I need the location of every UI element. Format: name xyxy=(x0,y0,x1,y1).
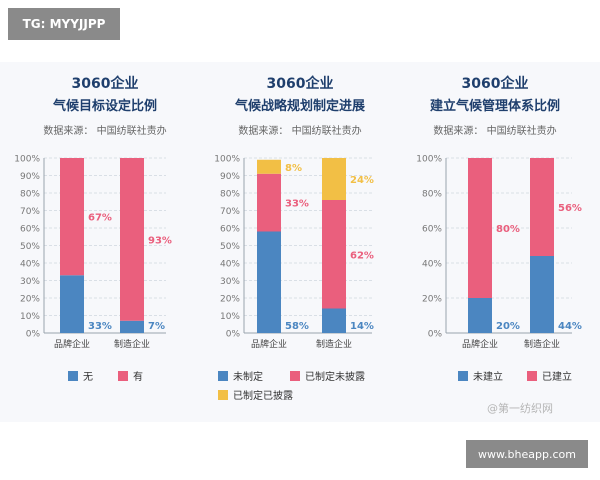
y-tick-label: 70% xyxy=(20,207,40,217)
y-tick-label: 0% xyxy=(428,330,443,340)
y-tick-label: 100% xyxy=(14,155,40,165)
data-label: 33% xyxy=(285,199,309,210)
data-label: 24% xyxy=(350,175,374,186)
legend-label: 有 xyxy=(133,370,143,383)
y-tick-label: 20% xyxy=(20,295,40,305)
data-label: 20% xyxy=(496,321,520,332)
y-tick-label: 60% xyxy=(20,225,40,235)
bar-segment xyxy=(530,256,554,333)
bar-segment xyxy=(322,200,346,309)
legend-swatch xyxy=(527,371,537,381)
y-tick-label: 80% xyxy=(20,190,40,200)
legend-swatch xyxy=(218,390,228,400)
chart-subtitle: 气候目标设定比例 xyxy=(53,98,157,114)
data-label: 67% xyxy=(88,213,112,224)
x-tick-label: 品牌企业 xyxy=(54,338,90,350)
y-tick-label: 40% xyxy=(220,260,240,270)
watermark: @第一纺织网 xyxy=(487,401,553,415)
legend-swatch xyxy=(68,371,78,381)
legend-label: 未制定 xyxy=(233,370,263,383)
bar-segment xyxy=(60,275,84,333)
y-tick-label: 40% xyxy=(422,260,442,270)
legend-label: 无 xyxy=(83,372,93,383)
bar-segment xyxy=(322,158,346,200)
bar-segment xyxy=(60,158,84,276)
data-label: 33% xyxy=(88,321,112,332)
data-label: 44% xyxy=(558,321,582,332)
bar-segment xyxy=(322,308,346,333)
chart-source: 数据来源： 中国纺联社责办 xyxy=(238,124,361,137)
bar-segment xyxy=(468,298,492,333)
legend-label: 已制定未披露 xyxy=(305,370,365,383)
y-tick-label: 20% xyxy=(422,295,442,305)
legend-swatch xyxy=(458,371,468,381)
y-tick-label: 10% xyxy=(220,312,240,322)
footer-url: www.bheapp.com xyxy=(466,440,588,468)
bar-segment xyxy=(120,158,144,321)
bar-segment xyxy=(530,158,554,256)
legend-label: 已建立 xyxy=(542,370,572,383)
x-tick-label: 制造企业 xyxy=(524,338,560,350)
data-label: 80% xyxy=(496,224,520,235)
chart-source: 数据来源： 中国纺联社责办 xyxy=(43,124,166,137)
y-tick-label: 30% xyxy=(20,277,40,287)
legend-label: 已制定已披露 xyxy=(233,389,293,402)
y-tick-label: 60% xyxy=(220,225,240,235)
x-tick-label: 品牌企业 xyxy=(462,338,498,350)
chart-background xyxy=(0,62,600,422)
chart-subtitle: 气候战略规划制定进展 xyxy=(235,98,366,114)
chart-title: 3060企业 xyxy=(267,75,334,92)
legend-label: 未建立 xyxy=(473,370,503,383)
y-tick-label: 60% xyxy=(422,225,442,235)
data-label: 14% xyxy=(350,321,374,332)
data-label: 7% xyxy=(148,321,165,332)
data-label: 58% xyxy=(285,321,309,332)
x-tick-label: 制造企业 xyxy=(316,338,352,350)
y-tick-label: 80% xyxy=(422,190,442,200)
y-tick-label: 100% xyxy=(214,155,240,165)
y-tick-label: 0% xyxy=(226,330,241,340)
chart-title: 3060企业 xyxy=(72,75,139,92)
y-tick-label: 90% xyxy=(20,172,40,182)
bar-segment xyxy=(468,158,492,298)
y-tick-label: 50% xyxy=(220,242,240,252)
data-label: 56% xyxy=(558,203,582,214)
y-tick-label: 30% xyxy=(220,277,240,287)
chart-title: 3060企业 xyxy=(462,75,529,92)
legend-swatch xyxy=(290,371,300,381)
x-tick-label: 品牌企业 xyxy=(251,338,287,350)
bar-segment xyxy=(120,320,144,333)
y-tick-label: 100% xyxy=(416,155,442,165)
y-tick-label: 80% xyxy=(220,190,240,200)
data-label: 93% xyxy=(148,235,172,246)
legend-swatch xyxy=(218,371,228,381)
bar-segment xyxy=(257,231,281,333)
y-tick-label: 70% xyxy=(220,207,240,217)
y-tick-label: 10% xyxy=(20,312,40,322)
y-tick-label: 90% xyxy=(220,172,240,182)
chart-source: 数据来源： 中国纺联社责办 xyxy=(433,124,556,137)
bar-segment xyxy=(257,159,281,174)
legend-swatch xyxy=(118,371,128,381)
y-tick-label: 20% xyxy=(220,295,240,305)
y-tick-label: 40% xyxy=(20,260,40,270)
y-tick-label: 50% xyxy=(20,242,40,252)
chart-subtitle: 建立气候管理体系比例 xyxy=(430,98,560,114)
y-tick-label: 0% xyxy=(26,330,41,340)
tag-label: TG: MYYJJPP xyxy=(8,8,120,40)
data-label: 8% xyxy=(285,163,302,174)
bar-segment xyxy=(257,173,281,232)
data-label: 62% xyxy=(350,250,374,261)
x-tick-label: 制造企业 xyxy=(114,338,150,350)
